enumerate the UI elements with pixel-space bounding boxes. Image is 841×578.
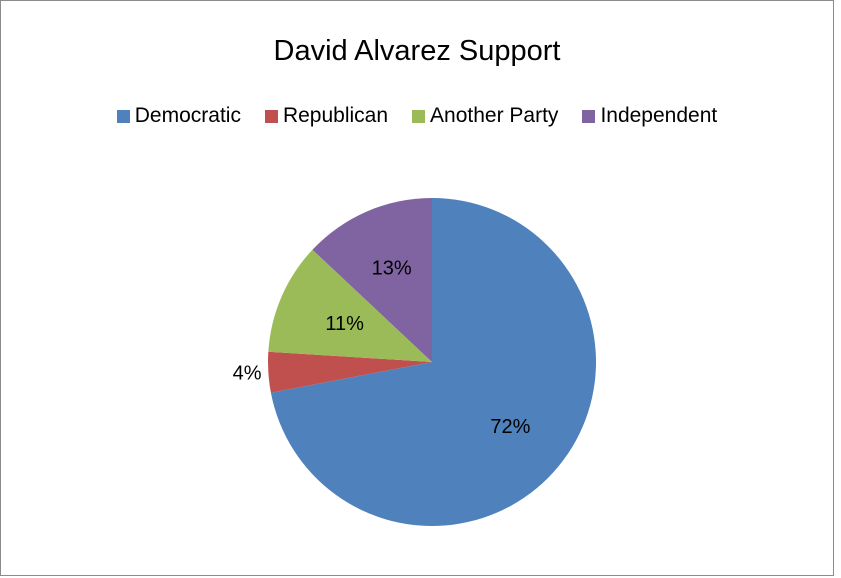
legend-label-republican: Republican <box>282 104 389 127</box>
legend-swatch-republican <box>264 109 278 123</box>
legend-swatch-democratic <box>116 109 130 123</box>
pie-slice-republican <box>267 351 432 393</box>
pie-slice-another-party <box>268 249 432 362</box>
data-label-democratic: 72% <box>490 416 530 438</box>
pie-slice-democratic <box>270 198 596 526</box>
pie-slice-independent <box>312 198 432 362</box>
legend-item-republican: Republican <box>264 104 389 128</box>
chart-title: David Alvarez Support <box>273 35 561 67</box>
legend-item-independent: Independent <box>582 104 717 128</box>
legend-label-another-party: Another Party <box>430 104 559 127</box>
legend-swatch-another-party <box>412 109 426 123</box>
data-label-republican: 4% <box>233 363 262 385</box>
legend-item-democratic: Democratic <box>116 104 241 128</box>
legend-item-another-party: Another Party <box>412 104 558 128</box>
data-label-another-party: 11% <box>325 313 364 335</box>
data-label-independent: 13% <box>372 258 412 280</box>
legend-swatch-independent <box>582 109 596 123</box>
legend-label-democratic: Democratic <box>134 104 241 127</box>
legend: Democratic Republican Another Party Inde… <box>1 104 833 128</box>
legend-label-independent: Independent <box>600 104 718 127</box>
